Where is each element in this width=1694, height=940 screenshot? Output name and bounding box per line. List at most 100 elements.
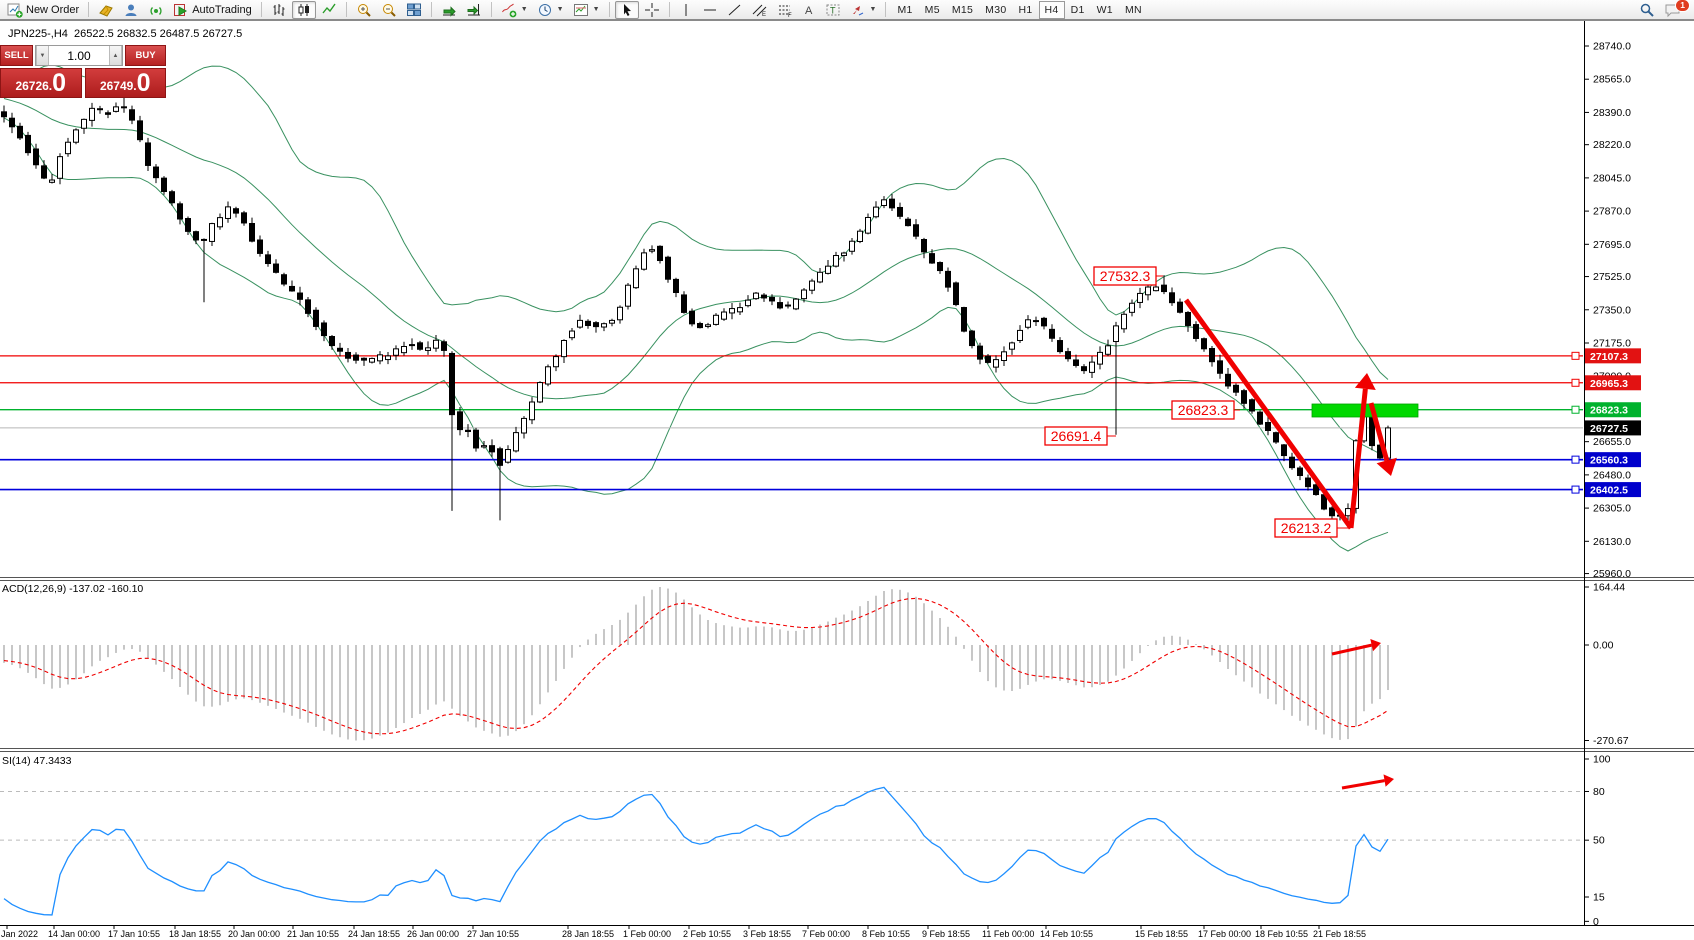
- timeframe-M15[interactable]: M15: [951, 3, 974, 16]
- candle-body: [17, 125, 23, 139]
- fibonacci-tool-button[interactable]: F: [773, 1, 797, 19]
- red-arrowhead[interactable]: [1370, 639, 1381, 652]
- line-anchor-marker[interactable]: [1571, 405, 1580, 414]
- price-badge-label: 26823.3: [1590, 405, 1628, 417]
- cursor-icon: [623, 3, 631, 16]
- candle-body: [257, 239, 263, 254]
- crosshair-tool-button[interactable]: [640, 1, 664, 19]
- axis-label: 28045.0: [1593, 172, 1631, 184]
- search-button[interactable]: [1635, 1, 1659, 19]
- timeframe-MN[interactable]: MN: [1124, 3, 1142, 16]
- candle-body: [961, 307, 967, 332]
- zoom-out-button[interactable]: [377, 1, 401, 19]
- red-arrowhead[interactable]: [1383, 774, 1395, 787]
- candle-body: [281, 274, 287, 285]
- axis-label: 26 Jan 00:00: [407, 929, 459, 939]
- line-anchor-marker[interactable]: [1571, 485, 1580, 494]
- volume-input[interactable]: 1.00: [67, 48, 91, 63]
- tile-windows-button[interactable]: [402, 1, 426, 19]
- horizontal-line-tool-button[interactable]: [698, 1, 722, 19]
- candle-body: [433, 339, 439, 349]
- ask-price-box[interactable]: 26749. 0: [84, 68, 166, 98]
- axis-label: 17 Feb 00:00: [1198, 929, 1251, 939]
- timeframe-W1[interactable]: W1: [1096, 3, 1113, 16]
- line-anchor-marker[interactable]: [1571, 351, 1580, 360]
- price-callout-box[interactable]: [1044, 426, 1108, 446]
- candle-body: [897, 206, 903, 217]
- candle-body: [993, 359, 999, 368]
- annotation-price-labels[interactable]: 27532.3 26823.3 26691.4 26213.2: [1044, 266, 1349, 538]
- red-arrow-line[interactable]: [1331, 643, 1372, 656]
- auto-scroll-button[interactable]: [437, 1, 461, 19]
- candle-body: [329, 336, 335, 347]
- candle-body: [1193, 324, 1199, 339]
- zoom-in-icon: [357, 3, 371, 17]
- axis-label: -270.67: [1593, 735, 1629, 747]
- label-tool-button[interactable]: T: [821, 1, 845, 19]
- sell-button[interactable]: SELL: [0, 45, 33, 66]
- timeframe-M5[interactable]: M5: [924, 3, 940, 16]
- chat-button[interactable]: 1: [1660, 0, 1690, 19]
- metaeditor-button[interactable]: [94, 1, 118, 19]
- timeframe-D1[interactable]: D1: [1070, 3, 1085, 16]
- indicators-button[interactable]: ▼: [497, 1, 532, 19]
- price-callout-box[interactable]: [1093, 266, 1157, 286]
- chart-shift-icon: [467, 3, 480, 15]
- line-chart-button[interactable]: [317, 1, 341, 19]
- candle-body: [193, 231, 199, 241]
- templates-button[interactable]: ▼: [569, 1, 604, 19]
- chart-shift-button[interactable]: [462, 1, 486, 19]
- bid-price-box[interactable]: 26726. 0: [0, 68, 82, 98]
- volume-up-button[interactable]: ▲: [109, 46, 122, 65]
- timeframe-M1[interactable]: M1: [897, 3, 913, 16]
- candle-body: [209, 223, 215, 242]
- price-badge-label: 26727.5: [1590, 423, 1628, 435]
- red-arrow-line[interactable]: [1183, 298, 1354, 530]
- text-tool-button[interactable]: A: [798, 1, 820, 19]
- red-arrow-line[interactable]: [1341, 779, 1385, 790]
- price-callout-box[interactable]: [1171, 400, 1235, 420]
- buy-button[interactable]: BUY: [125, 45, 166, 66]
- line-anchor-marker[interactable]: [1571, 378, 1580, 387]
- arrows-tool-button[interactable]: ▼: [846, 1, 881, 19]
- timeframe-M30[interactable]: M30: [985, 3, 1007, 16]
- volume-down-button[interactable]: ▼: [36, 46, 49, 65]
- cursor-tool-button[interactable]: [614, 0, 639, 19]
- price-callout-text: 27532.3: [1100, 268, 1151, 284]
- signals-button[interactable]: [144, 1, 168, 19]
- candlestick-chart-button[interactable]: [291, 0, 316, 19]
- candle-body: [441, 341, 447, 351]
- price-badge-label: 27107.3: [1590, 351, 1628, 363]
- svg-text:F: F: [788, 13, 792, 18]
- periods-button[interactable]: ▼: [533, 1, 568, 19]
- channel-tool-button[interactable]: E: [748, 1, 772, 19]
- red-arrow-line[interactable]: [1348, 388, 1368, 529]
- macd-signal-line: [3, 597, 1389, 735]
- bar-chart-button[interactable]: [267, 1, 291, 19]
- candlestick-chart-icon: [298, 3, 309, 16]
- candle-body: [153, 166, 159, 179]
- candle-body: [513, 432, 519, 452]
- price-callout-box[interactable]: [1274, 518, 1338, 538]
- vertical-line-tool-button[interactable]: [675, 1, 697, 19]
- zoom-in-button[interactable]: [352, 1, 376, 19]
- community-button[interactable]: [119, 1, 143, 19]
- autotrading-button[interactable]: AutoTrading: [169, 1, 256, 19]
- dropdown-caret: ▼: [520, 6, 528, 13]
- candle-body: [57, 156, 63, 179]
- candle-body: [489, 445, 495, 453]
- timeframe-H4[interactable]: H4: [1038, 0, 1065, 19]
- red-arrowhead[interactable]: [1354, 373, 1376, 390]
- price-badge: [1585, 420, 1641, 436]
- annotation-arrows[interactable]: [1183, 298, 1397, 790]
- red-arrow-line[interactable]: [1368, 402, 1390, 462]
- horizontal-price-lines[interactable]: [0, 351, 1583, 494]
- trendline-tool-button[interactable]: [723, 1, 747, 19]
- ask-price: 26749.: [99, 79, 137, 93]
- red-arrowhead[interactable]: [1376, 457, 1397, 476]
- line-anchor-marker[interactable]: [1571, 455, 1580, 464]
- new-order-button[interactable]: New Order: [3, 1, 83, 19]
- timeframe-H1[interactable]: H1: [1018, 3, 1033, 16]
